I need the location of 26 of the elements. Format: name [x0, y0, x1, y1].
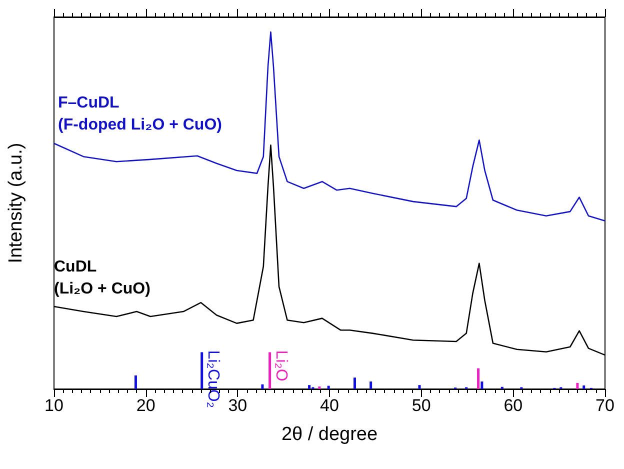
- x-tick-label: 50: [412, 396, 431, 415]
- bar: [477, 368, 480, 389]
- text: Li₂O: [272, 350, 290, 382]
- x-tick-label: 70: [596, 396, 614, 415]
- bar: [327, 386, 330, 389]
- text: Li₂CuO₂: [204, 350, 222, 408]
- bar: [134, 375, 137, 389]
- bar: [200, 352, 204, 389]
- bar: [308, 385, 311, 389]
- bar: [261, 384, 264, 389]
- x-tick-label: 20: [136, 396, 156, 415]
- x-tick-label: 60: [504, 396, 523, 415]
- series-label: CuDL (Li₂O + CuO): [54, 258, 150, 298]
- bar: [370, 382, 372, 389]
- bar: [480, 382, 484, 389]
- y-axis-title: Intensity (a.u.): [6, 142, 26, 264]
- x-tick-label: 30: [228, 396, 248, 415]
- x-tick-label: 10: [44, 396, 64, 415]
- bar: [582, 385, 586, 389]
- bar: [268, 352, 272, 389]
- bar: [354, 378, 356, 389]
- x-tick-label: 40: [320, 396, 339, 415]
- bar: [576, 382, 579, 389]
- series-label: F–CuDL (F-doped Li₂O + CuO): [58, 94, 222, 134]
- x-axis-title: 2θ / degree: [281, 424, 378, 445]
- bar: [418, 385, 421, 389]
